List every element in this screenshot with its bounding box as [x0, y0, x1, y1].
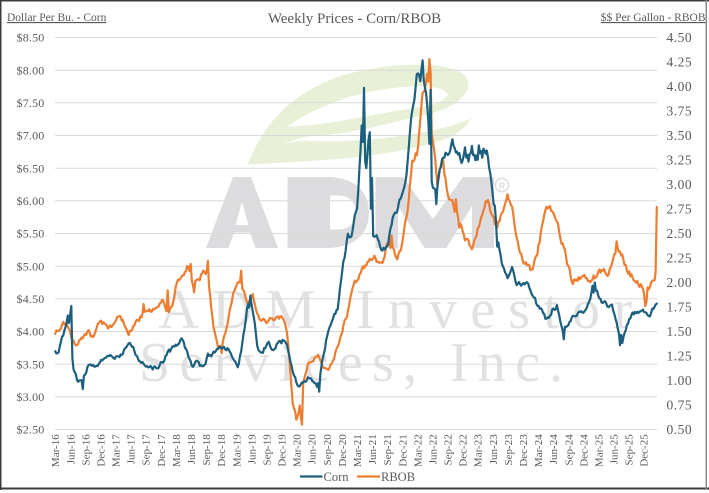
- svg-text:2.00: 2.00: [667, 275, 693, 290]
- svg-text:Mar-25: Mar-25: [593, 434, 605, 467]
- svg-text:1.75: 1.75: [667, 300, 693, 315]
- svg-text:$5.00: $5.00: [17, 259, 45, 273]
- svg-text:3.25: 3.25: [667, 153, 693, 168]
- svg-text:Dec-22: Dec-22: [458, 434, 470, 466]
- svg-text:$6.50: $6.50: [17, 161, 45, 175]
- svg-text:0.75: 0.75: [667, 398, 693, 413]
- svg-text:$7.00: $7.00: [17, 129, 45, 143]
- svg-text:Dollar Per Bu. - Corn: Dollar Per Bu. - Corn: [7, 12, 107, 24]
- svg-text:$8.00: $8.00: [17, 63, 45, 77]
- svg-text:Dec-23: Dec-23: [518, 434, 530, 467]
- svg-text:Mar-17: Mar-17: [111, 434, 123, 467]
- svg-text:Sep-19: Sep-19: [262, 434, 274, 466]
- svg-text:Jun-22: Jun-22: [427, 434, 439, 464]
- svg-text:$2.50: $2.50: [17, 423, 45, 437]
- svg-text:Mar-21: Mar-21: [352, 434, 364, 467]
- svg-text:Mar-22: Mar-22: [412, 434, 424, 467]
- svg-text:Dec-19: Dec-19: [277, 434, 289, 467]
- svg-text:Jun-25: Jun-25: [609, 434, 621, 464]
- svg-text:Dec-20: Dec-20: [337, 434, 349, 467]
- svg-text:Dec-17: Dec-17: [156, 434, 168, 467]
- svg-text:4.00: 4.00: [667, 79, 693, 94]
- svg-text:Weekly Prices - Corn/RBOB: Weekly Prices - Corn/RBOB: [268, 11, 441, 27]
- svg-text:Dec-21: Dec-21: [397, 434, 409, 466]
- svg-text:Dec-18: Dec-18: [216, 434, 228, 467]
- svg-text:Sep-22: Sep-22: [443, 434, 455, 465]
- svg-text:Sep-24: Sep-24: [563, 434, 575, 466]
- svg-text:1.00: 1.00: [667, 373, 693, 388]
- svg-text:Corn: Corn: [324, 470, 350, 484]
- svg-text:Sep-23: Sep-23: [503, 434, 515, 466]
- svg-text:$3.50: $3.50: [17, 357, 45, 371]
- svg-text:Sep-17: Sep-17: [141, 434, 153, 466]
- svg-text:$3.00: $3.00: [17, 390, 45, 404]
- svg-text:Dec-25: Dec-25: [639, 434, 651, 467]
- svg-text:Sep-21: Sep-21: [382, 434, 394, 465]
- svg-text:1.50: 1.50: [667, 324, 693, 339]
- svg-text:Dec-24: Dec-24: [578, 434, 590, 467]
- svg-text:$$ Per Gallon - RBOB: $$ Per Gallon - RBOB: [601, 11, 706, 24]
- svg-text:Jun-16: Jun-16: [65, 434, 77, 464]
- svg-text:Jun-24: Jun-24: [548, 434, 560, 464]
- svg-text:Mar-24: Mar-24: [533, 434, 545, 467]
- svg-text:Mar-23: Mar-23: [473, 434, 485, 467]
- svg-text:Jun-20: Jun-20: [307, 434, 319, 464]
- svg-text:2.75: 2.75: [667, 202, 693, 217]
- svg-text:$8.50: $8.50: [17, 31, 45, 45]
- svg-text:4.50: 4.50: [667, 30, 693, 45]
- svg-text:Jun-19: Jun-19: [246, 434, 258, 464]
- svg-text:0.50: 0.50: [667, 422, 693, 437]
- svg-text:Services, Inc.: Services, Inc.: [139, 332, 572, 394]
- svg-text:Sep-16: Sep-16: [80, 434, 92, 466]
- svg-text:3.50: 3.50: [667, 128, 693, 143]
- svg-text:Mar-20: Mar-20: [292, 434, 304, 467]
- svg-text:Jun-17: Jun-17: [126, 434, 138, 464]
- svg-text:Dec-16: Dec-16: [96, 434, 108, 467]
- svg-text:Mar-16: Mar-16: [50, 434, 62, 467]
- svg-text:Sep-25: Sep-25: [624, 434, 636, 466]
- svg-text:4.25: 4.25: [667, 55, 693, 70]
- svg-text:$7.50: $7.50: [17, 96, 45, 110]
- svg-text:3.00: 3.00: [667, 177, 693, 192]
- svg-text:$5.50: $5.50: [17, 227, 45, 241]
- svg-text:Sep-20: Sep-20: [322, 434, 334, 466]
- svg-text:3.75: 3.75: [667, 104, 693, 119]
- svg-text:RBOB: RBOB: [381, 470, 415, 484]
- svg-text:Mar-18: Mar-18: [171, 434, 183, 467]
- svg-text:2.50: 2.50: [667, 226, 693, 241]
- svg-text:2.25: 2.25: [667, 251, 693, 266]
- svg-text:$6.00: $6.00: [17, 194, 45, 208]
- svg-text:Mar-19: Mar-19: [231, 434, 243, 467]
- svg-text:R: R: [499, 181, 506, 191]
- svg-text:Jun-18: Jun-18: [186, 434, 198, 464]
- svg-text:$4.00: $4.00: [17, 325, 45, 339]
- svg-text:Sep-18: Sep-18: [201, 434, 213, 466]
- svg-text:Jun-23: Jun-23: [488, 434, 500, 464]
- svg-text:$4.50: $4.50: [17, 292, 45, 306]
- svg-text:1.25: 1.25: [667, 349, 693, 364]
- svg-text:Jun-21: Jun-21: [367, 434, 379, 464]
